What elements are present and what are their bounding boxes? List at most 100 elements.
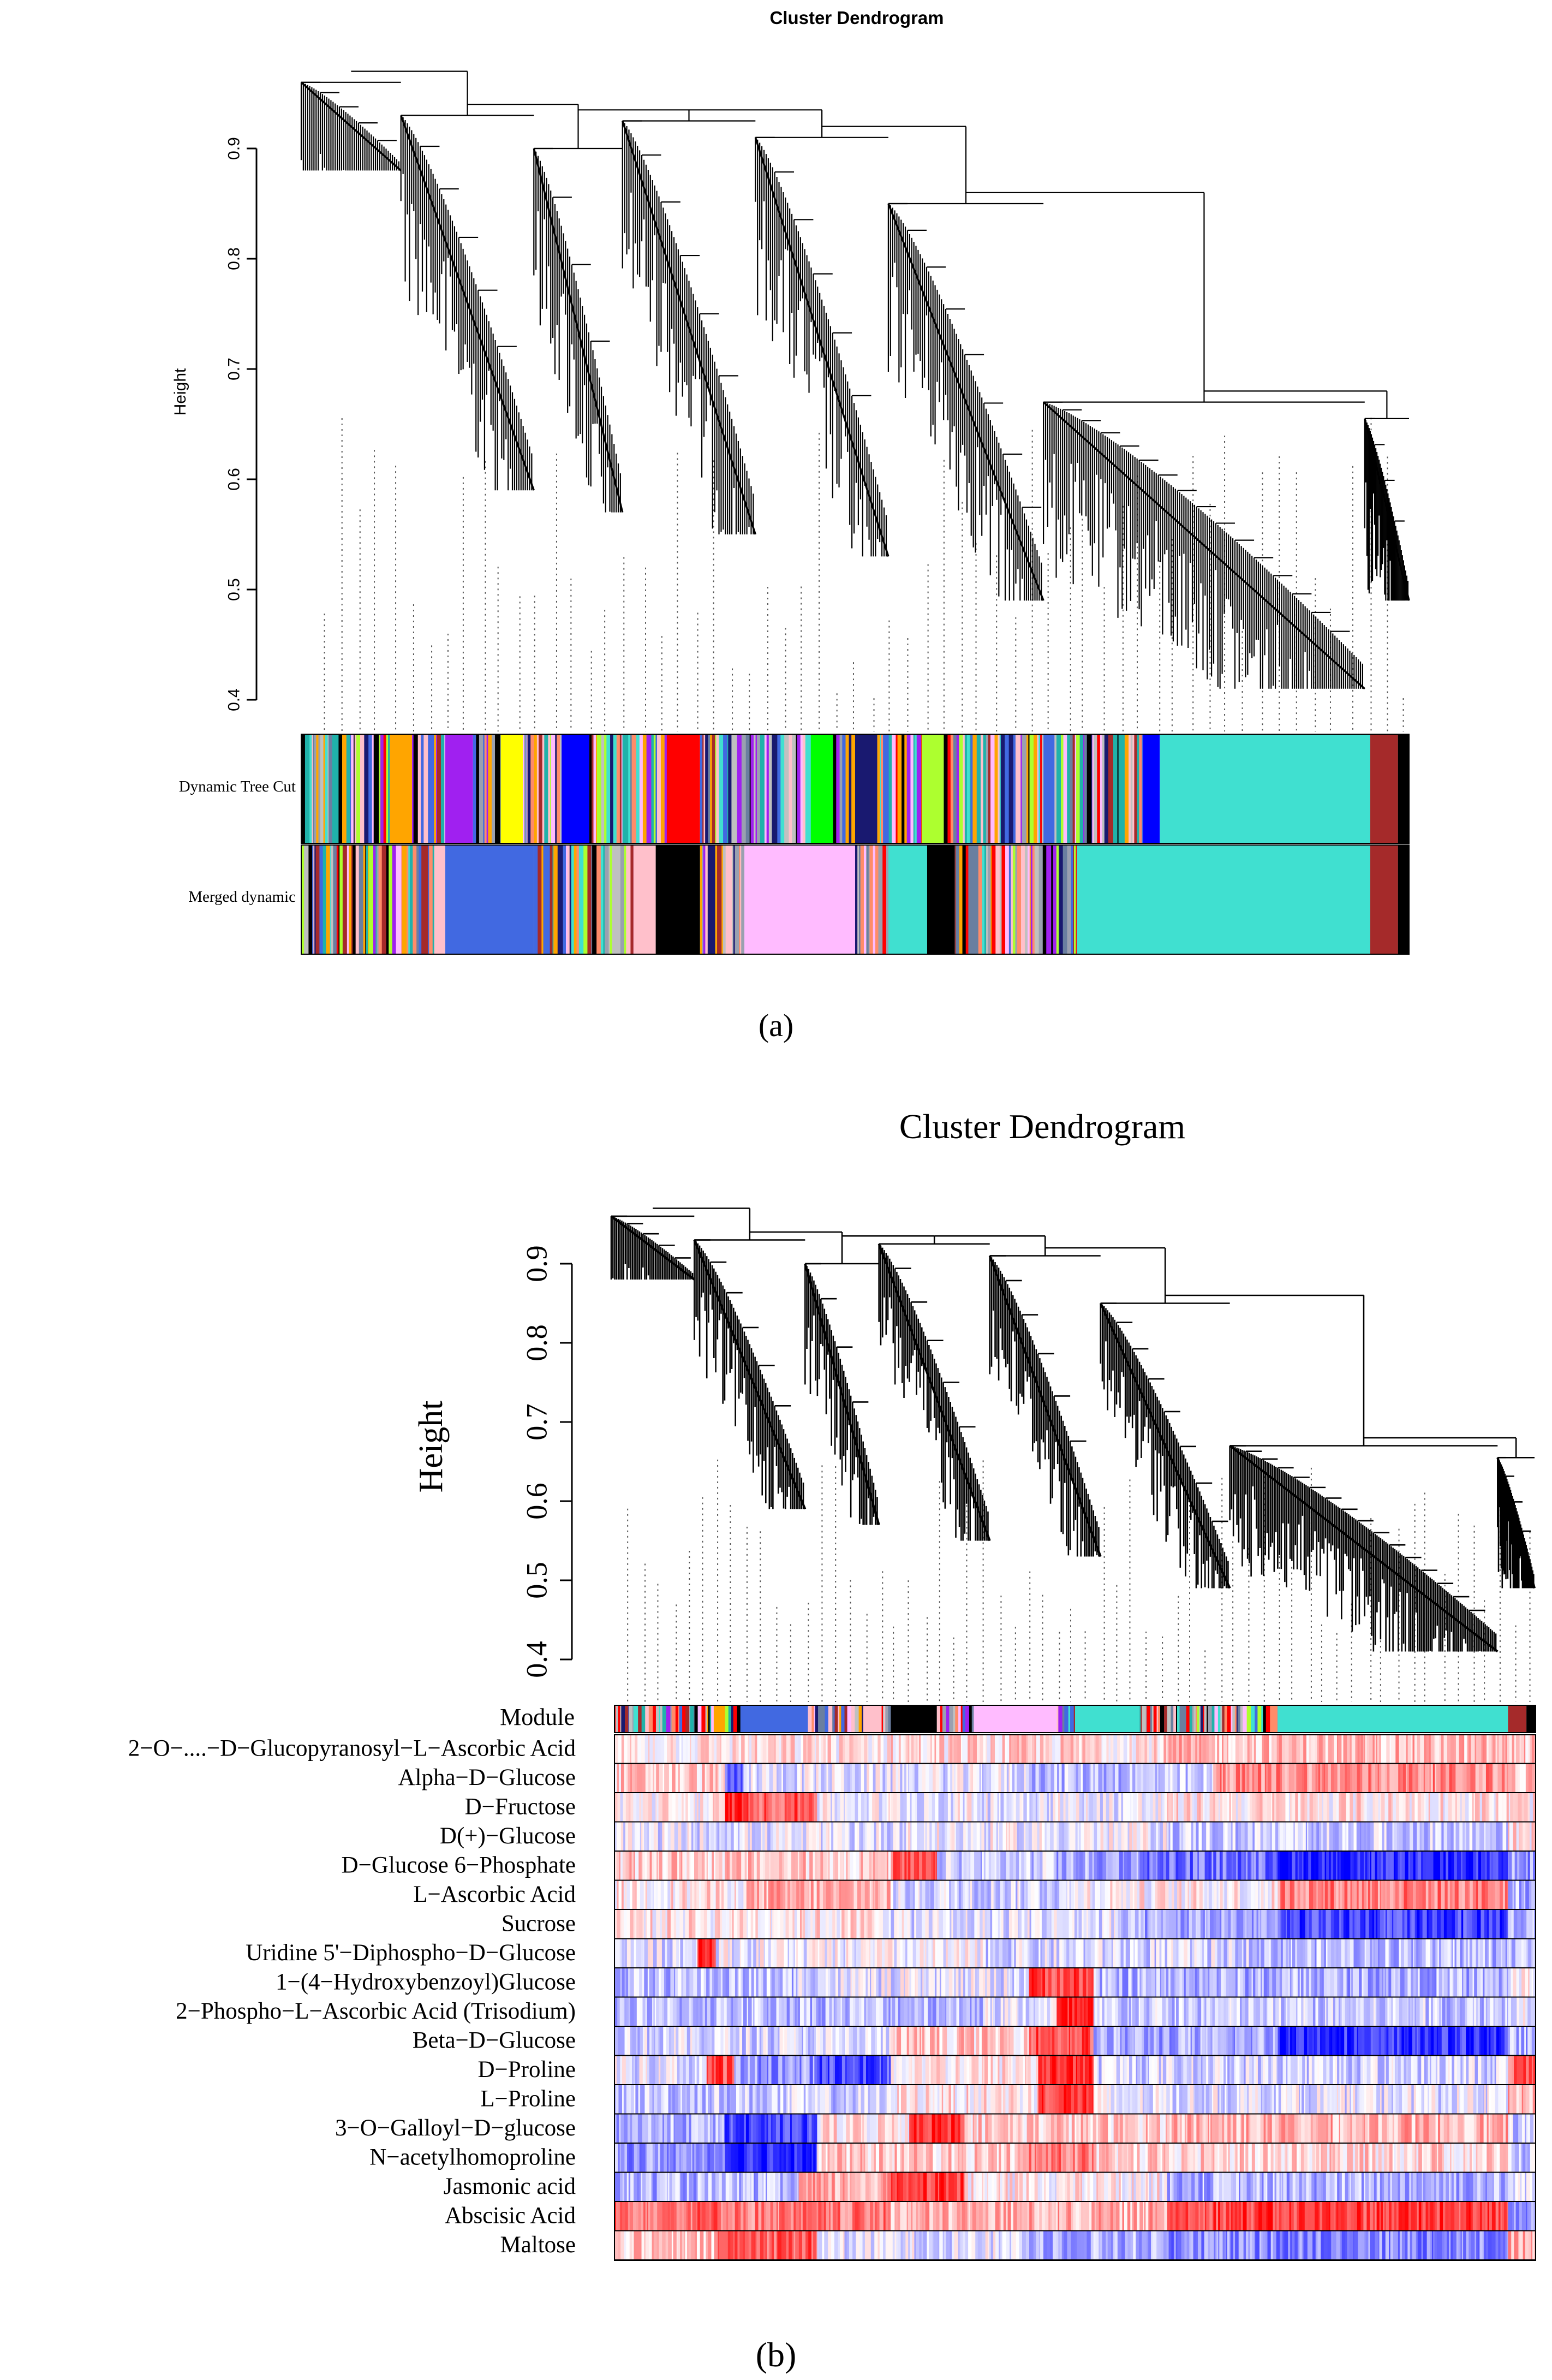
trait-2-cell-0-29: [686, 1793, 688, 1822]
trait-7-cell-3-6: [995, 1939, 999, 1967]
trait-0-cell-2-77: [1358, 1735, 1360, 1763]
trait-4-cell-4-34: [1216, 1852, 1220, 1880]
trait-6-cell-3-62: [1426, 1910, 1429, 1938]
trait-6-cell-1-41: [998, 1910, 1000, 1938]
trait-6-cell-3-25: [1336, 1910, 1340, 1938]
trait-6-cell-1-28: [963, 1910, 966, 1938]
trait-1-cell-4-101: [1440, 1764, 1442, 1792]
trait-6-cell-0-17: [656, 1910, 660, 1938]
trait-6-cell-0-14: [647, 1910, 651, 1938]
trait-1-cell-2-101: [991, 1764, 995, 1792]
trait-6-cell-2-48: [1245, 1910, 1247, 1938]
trait-4-cell-3-6: [1071, 1852, 1074, 1880]
panel-a-envelope-4: [754, 137, 890, 557]
trait-3-cell-1-61: [1039, 1822, 1042, 1851]
trait-1-cell-4-73: [1377, 1764, 1380, 1792]
trait-1-cell-1-7: [742, 1764, 744, 1792]
trait-0-cell-2-6: [1181, 1735, 1184, 1763]
trait-6-cell-0-51: [748, 1910, 751, 1938]
trait-5-cell-0-2: [618, 1881, 622, 1909]
trait-3-cell-0-17: [649, 1822, 651, 1851]
trait-1-cell-4-43: [1315, 1764, 1317, 1792]
panel-a-title: Cluster Dendrogram: [769, 8, 944, 28]
trait-7-cell-2-98: [947, 1939, 952, 1967]
trait-6-cell-0-88: [837, 1910, 839, 1938]
trait-6-cell-0-42: [727, 1910, 730, 1938]
trait-4-cell-0-56: [732, 1852, 736, 1880]
trait-3-cell-1-35: [980, 1822, 982, 1851]
trait-7-cell-1-6: [711, 1939, 713, 1967]
trait-0-cell-0-76: [816, 1735, 820, 1763]
trait-4-cell-1-14: [928, 1852, 932, 1880]
trait-6-cell-0-64: [777, 1910, 780, 1938]
trait-0-cell-2-14: [1201, 1735, 1204, 1763]
trait-5-cell-4-91: [1505, 1881, 1508, 1909]
trait-0-cell-1-37: [983, 1735, 986, 1763]
trait-3-cell-2-96: [1406, 1822, 1410, 1851]
trait-7-cell-3-72: [1159, 1939, 1162, 1967]
trait-2-cell-4-148: [1532, 1793, 1536, 1822]
trait-3-cell-2-123: [1479, 1822, 1481, 1851]
trait-6-cell-3-73: [1454, 1910, 1459, 1938]
trait-0-cell-1-89: [1111, 1735, 1114, 1763]
trait-3-cell-2-99: [1417, 1822, 1420, 1851]
trait-0-cell-2-30: [1239, 1735, 1243, 1763]
module-row-seg-16: [1526, 1705, 1536, 1733]
trait-4-cell-6-3: [1513, 1852, 1515, 1880]
trait-0-cell-2-67: [1334, 1735, 1338, 1763]
trait-2-cell-3-3: [825, 1793, 828, 1822]
trait-0-cell-0-29: [695, 1735, 698, 1763]
trait-6-cell-2-11: [1149, 1910, 1151, 1938]
dynamic-tree-cut-row-seg-17-13: [1026, 734, 1029, 843]
trait-4-cell-5-53: [1398, 1852, 1400, 1880]
trait-3-cell-2-83: [1370, 1822, 1374, 1851]
trait-5-cell-4-12: [1305, 1881, 1310, 1909]
trait-1-cell-2-48: [864, 1764, 867, 1792]
trait-6-cell-2-20: [1172, 1910, 1177, 1938]
trait-6-cell-0-99: [861, 1910, 864, 1938]
trait-7-cell-4-36: [1341, 1939, 1345, 1967]
trait-5-cell-3-34: [1163, 1881, 1166, 1909]
trait-5-cell-4-29: [1347, 1881, 1351, 1909]
dynamic-tree-cut-row-seg-4-9: [499, 734, 500, 843]
trait-2-cell-2-29: [814, 1793, 816, 1822]
trait-4-cell-0-19: [654, 1852, 657, 1880]
trait-7-cell-1-2: [702, 1939, 706, 1967]
trait-3-cell-2-120: [1469, 1822, 1473, 1851]
trait-0-cell-2-108: [1426, 1735, 1430, 1763]
trait-0-cell-1-44: [1002, 1735, 1005, 1763]
trait-1-cell-4-123: [1498, 1764, 1502, 1792]
trait-4-cell-5-0: [1278, 1852, 1280, 1880]
trait-6-cell-0-35: [711, 1910, 714, 1938]
trait-7-cell-3-44: [1090, 1939, 1095, 1967]
merged-dynamic-row-seg-3-35: [630, 845, 634, 954]
merged-dynamic-row-seg-0-23: [363, 845, 366, 954]
trait-5-cell-3-16: [1115, 1881, 1119, 1909]
trait-7-cell-2-49: [832, 1939, 835, 1967]
trait-3-cell-0-104: [865, 1822, 868, 1851]
trait-3-cell-1-40: [990, 1822, 993, 1851]
trait-5-cell-2-70: [1047, 1881, 1050, 1909]
trait-0-cell-2-72: [1347, 1735, 1350, 1763]
trait-0-cell-2-142: [1505, 1735, 1507, 1763]
trait-3-cell-1-48: [1008, 1822, 1010, 1851]
trait-1-cell-2-64: [904, 1764, 905, 1792]
trait-5-cell-0-16: [652, 1881, 655, 1909]
trait-6-cell-3-16: [1313, 1910, 1317, 1938]
trait-5-cell-1-1: [746, 1881, 750, 1909]
trait-1-cell-0-10: [637, 1764, 640, 1792]
trait-4-cell-2-11: [963, 1852, 967, 1880]
trait-2-cell-4-131: [1494, 1793, 1496, 1822]
trait-2-cell-4-86: [1378, 1793, 1381, 1822]
trait-5-cell-4-28: [1344, 1881, 1348, 1909]
trait-1-cell-3-33: [1115, 1764, 1119, 1792]
trait-4-cell-4-33: [1213, 1852, 1217, 1880]
trait-6-cell-1-5: [904, 1910, 908, 1938]
trait-1-cell-4-11: [1238, 1764, 1240, 1792]
trait-3-cell-1-111: [1158, 1822, 1160, 1851]
trait-4-cell-6-2: [1512, 1852, 1514, 1880]
trait-1-cell-1-3: [734, 1764, 737, 1792]
dynamic-tree-cut-row-seg-16-7: [964, 734, 968, 843]
trait-5-cell-4-86: [1495, 1881, 1498, 1909]
trait-5-cell-3-41: [1179, 1881, 1182, 1909]
